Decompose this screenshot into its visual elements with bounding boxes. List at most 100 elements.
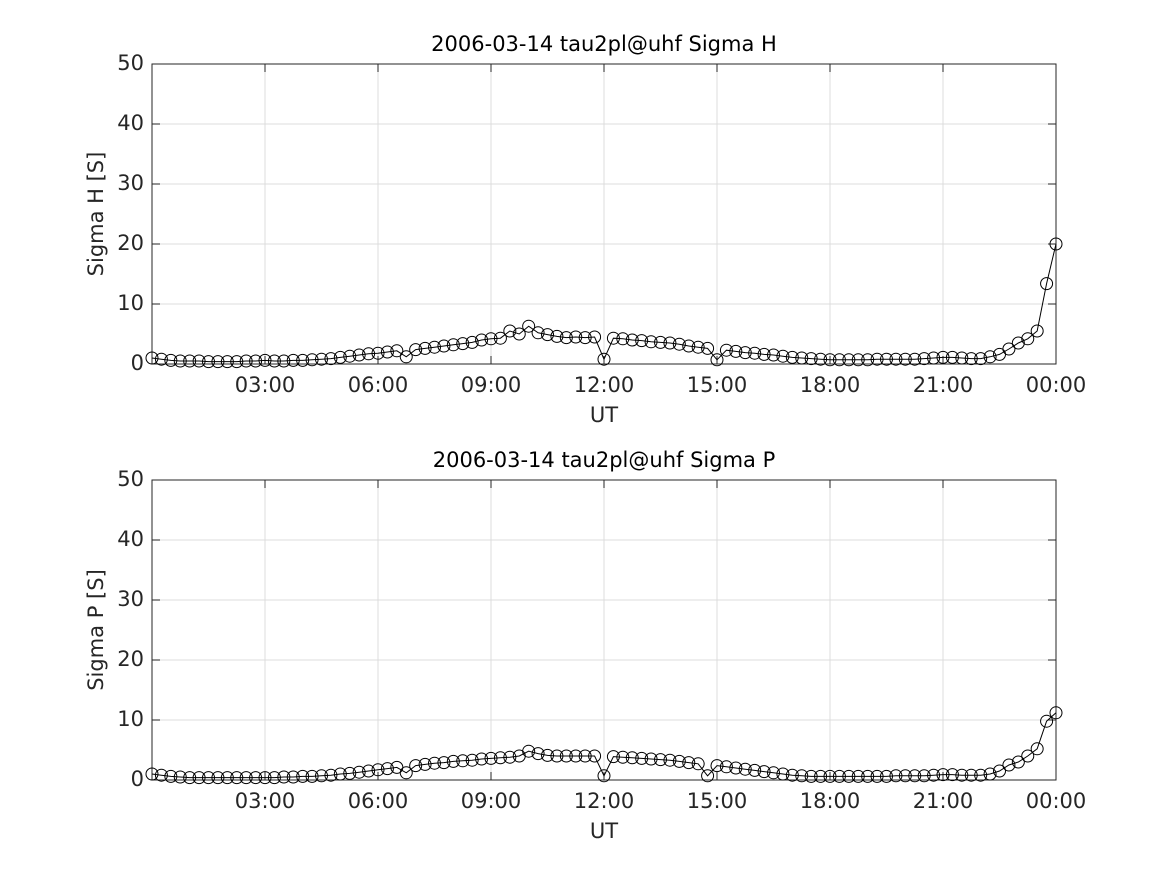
data-point (399, 350, 413, 364)
data-point (654, 335, 667, 349)
data-point (249, 771, 263, 785)
data-point (974, 352, 988, 366)
data-point (154, 768, 168, 782)
x-tick-label: 09:00 (461, 789, 522, 813)
data-point (230, 771, 244, 785)
data-point (418, 757, 432, 771)
data-point (654, 753, 667, 767)
data-point (324, 768, 338, 782)
data-point (785, 768, 799, 782)
data-point (757, 347, 771, 361)
data-point (616, 750, 630, 764)
data-point (578, 331, 592, 345)
data-point (927, 768, 941, 782)
data-point (173, 770, 187, 784)
data-point (738, 762, 752, 776)
data-point (606, 750, 620, 764)
data-point (569, 330, 583, 344)
axes-box (151, 479, 1057, 781)
data-point (164, 769, 178, 783)
data-point (371, 763, 385, 777)
data-point (211, 355, 225, 369)
data-point (239, 771, 253, 785)
data-point (917, 769, 931, 783)
data-point (437, 756, 451, 770)
data-point (672, 754, 686, 768)
data-point (371, 346, 385, 360)
data-point (672, 337, 686, 351)
data-point (380, 345, 394, 359)
x-axis-label: UT (590, 403, 618, 427)
data-point (1040, 714, 1054, 728)
data-line (151, 243, 1057, 363)
x-tick-label: 12:00 (574, 789, 635, 813)
data-point (823, 353, 837, 367)
data-point (927, 351, 941, 365)
data-point (861, 769, 875, 783)
data-point (220, 771, 234, 785)
data-point (202, 355, 215, 369)
y-tick-label: 0 (131, 767, 144, 791)
data-point (154, 352, 168, 366)
y-tick-label: 30 (117, 587, 144, 611)
data-point (465, 335, 479, 349)
data-point (578, 749, 592, 763)
data-point (795, 769, 809, 783)
data-point (503, 750, 517, 764)
data-point (1021, 332, 1035, 346)
x-axis-label: UT (590, 819, 618, 843)
chart-title: 2006-03-14 tau2pl@uhf Sigma H (431, 32, 777, 56)
data-point (588, 330, 602, 344)
data-point (522, 319, 536, 333)
data-point (625, 333, 639, 347)
data-point (832, 353, 846, 367)
data-point (456, 337, 470, 351)
y-tick-label: 20 (117, 647, 144, 671)
data-point (738, 346, 752, 360)
data-point (1002, 342, 1016, 356)
y-tick-label: 10 (117, 291, 144, 315)
data-point (880, 769, 893, 783)
y-tick-label: 20 (117, 231, 144, 255)
data-point (446, 338, 460, 352)
data-point (286, 770, 300, 784)
data-point (550, 749, 564, 763)
data-point (719, 343, 733, 357)
data-point (258, 771, 272, 785)
data-point (804, 352, 818, 366)
data-point (936, 350, 950, 364)
data-point (211, 771, 225, 785)
data-point (399, 766, 413, 780)
x-tick-label: 03:00 (235, 789, 296, 813)
data-point (550, 329, 564, 343)
data-point (409, 343, 423, 357)
data-point (1030, 742, 1044, 756)
data-point (616, 332, 630, 346)
data-point (842, 769, 856, 783)
data-point (635, 751, 649, 765)
data-point (1021, 749, 1035, 763)
data-point (1040, 277, 1054, 291)
data-point (588, 749, 602, 763)
data-point (767, 766, 780, 780)
data-point (362, 347, 376, 361)
data-point (173, 354, 187, 368)
axes-box (151, 63, 1057, 365)
data-point (710, 759, 724, 773)
data-point (1002, 758, 1016, 772)
data-point (286, 353, 300, 367)
y-tick-label: 0 (131, 351, 144, 375)
data-point (823, 769, 837, 783)
data-point (220, 355, 234, 369)
data-point (333, 350, 347, 364)
data-point (795, 351, 809, 365)
x-tick-label: 21:00 (913, 373, 974, 397)
data-point (663, 336, 677, 350)
data-point (343, 766, 357, 780)
data-point (851, 769, 865, 783)
y-axis-label: Sigma P [S] (84, 569, 108, 691)
x-tick-label: 06:00 (348, 373, 409, 397)
data-point (531, 747, 545, 761)
data-point (446, 754, 460, 768)
